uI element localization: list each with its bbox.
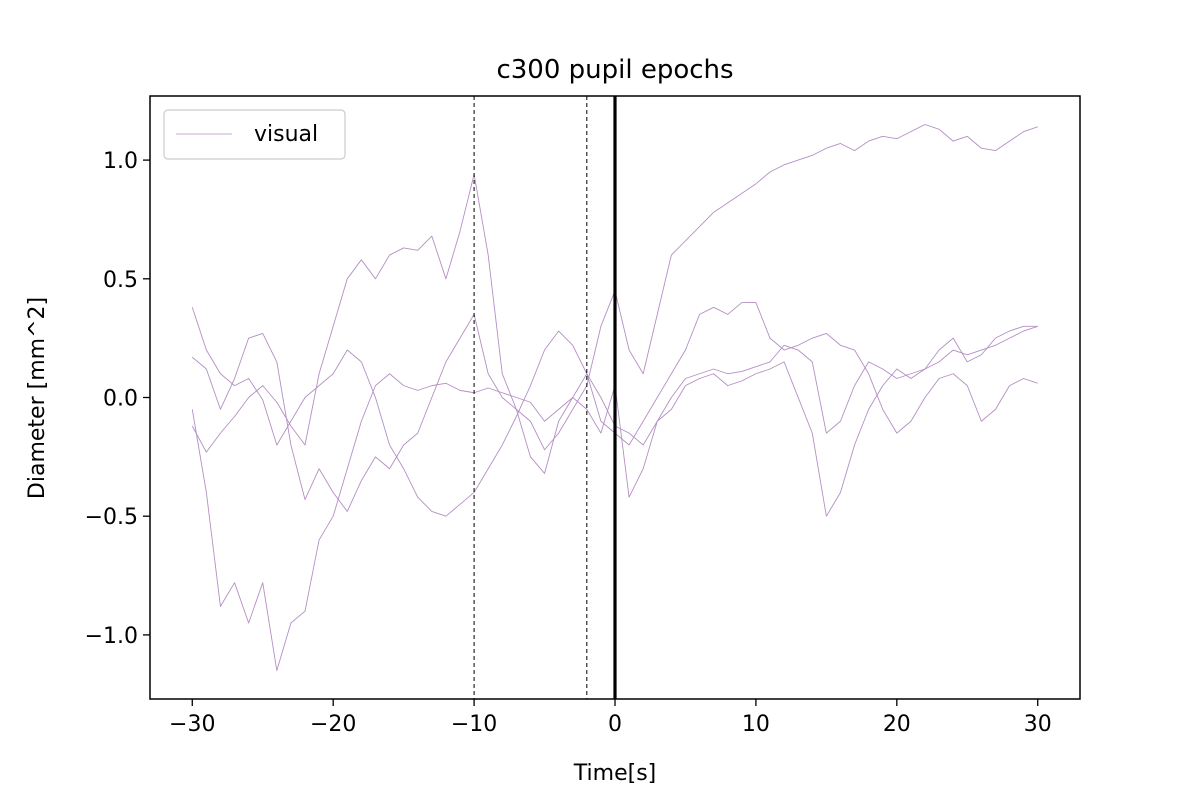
y-tick-label: 0.0: [103, 387, 138, 412]
x-axis: −30 −20 −10 0 10 20 30: [169, 699, 1052, 737]
legend-box: [163, 109, 346, 160]
chart-title: c300 pupil epochs: [496, 55, 733, 85]
x-tick-label: 0: [608, 712, 622, 737]
y-axis-label: Diameter [mm^2]: [25, 297, 50, 499]
y-tick-label: 1.0: [103, 149, 138, 174]
y-tick-label: 0.5: [103, 268, 138, 293]
x-axis-label: Time[s]: [573, 761, 656, 786]
x-tick-label: −10: [451, 712, 497, 737]
reference-lines: [473, 96, 617, 699]
x-tick-label: 30: [1024, 712, 1052, 737]
x-tick-label: 20: [883, 712, 911, 737]
legend-label-visual: visual: [254, 122, 318, 147]
y-tick-label: −1.0: [85, 624, 138, 649]
y-tick-label: −0.5: [85, 505, 138, 530]
x-tick-label: −20: [310, 712, 356, 737]
x-tick-label: −30: [169, 712, 215, 737]
legend: visual: [163, 109, 346, 160]
x-tick-label: 10: [742, 712, 770, 737]
y-axis: −1.0 −0.5 0.0 0.5 1.0: [85, 149, 150, 649]
